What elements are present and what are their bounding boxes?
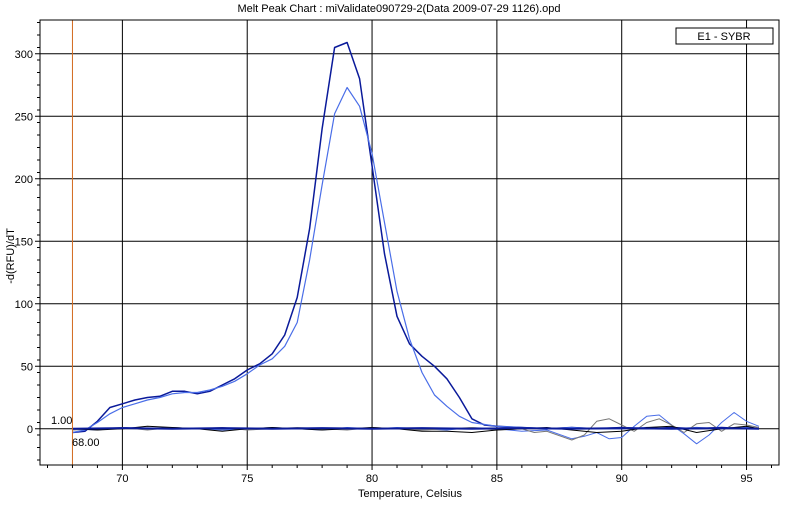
x-tick-label: 80 [366,473,378,485]
y-tick-label: 50 [21,361,33,373]
y-tick-label: 200 [15,174,33,186]
marker-temperature-label: 68.00 [72,437,100,449]
y-tick-label: 100 [15,299,33,311]
series-line [72,412,760,445]
chart-title: Melt Peak Chart : miValidate090729-2(Dat… [237,3,560,15]
x-tick-label: 85 [491,473,503,485]
x-tick-label: 75 [241,473,253,485]
x-tick-label: 90 [616,473,628,485]
x-tick-label: 70 [116,473,128,485]
y-tick-label: 150 [15,236,33,248]
y-tick-label: 250 [15,111,33,123]
y-tick-label: 300 [15,49,33,61]
legend: E1 - SYBR [675,27,774,45]
series-layer [71,20,760,465]
x-tick-label: 95 [740,473,752,485]
x-axis-label: Temperature, Celsius [358,488,462,500]
series-line [72,427,760,430]
legend-entry: E1 - SYBR [697,31,750,43]
legend-box [675,27,774,45]
y-tick-label: 0 [27,424,33,436]
y-axis-label: -d(RFU)/dT [5,228,17,284]
plot-frame [39,19,780,466]
threshold-label: 1.00 [51,415,72,427]
grid-layer [40,20,779,465]
tick-layer: 70 75 80 85 90 95 0 50 100 150 200 250 300 [15,22,773,485]
